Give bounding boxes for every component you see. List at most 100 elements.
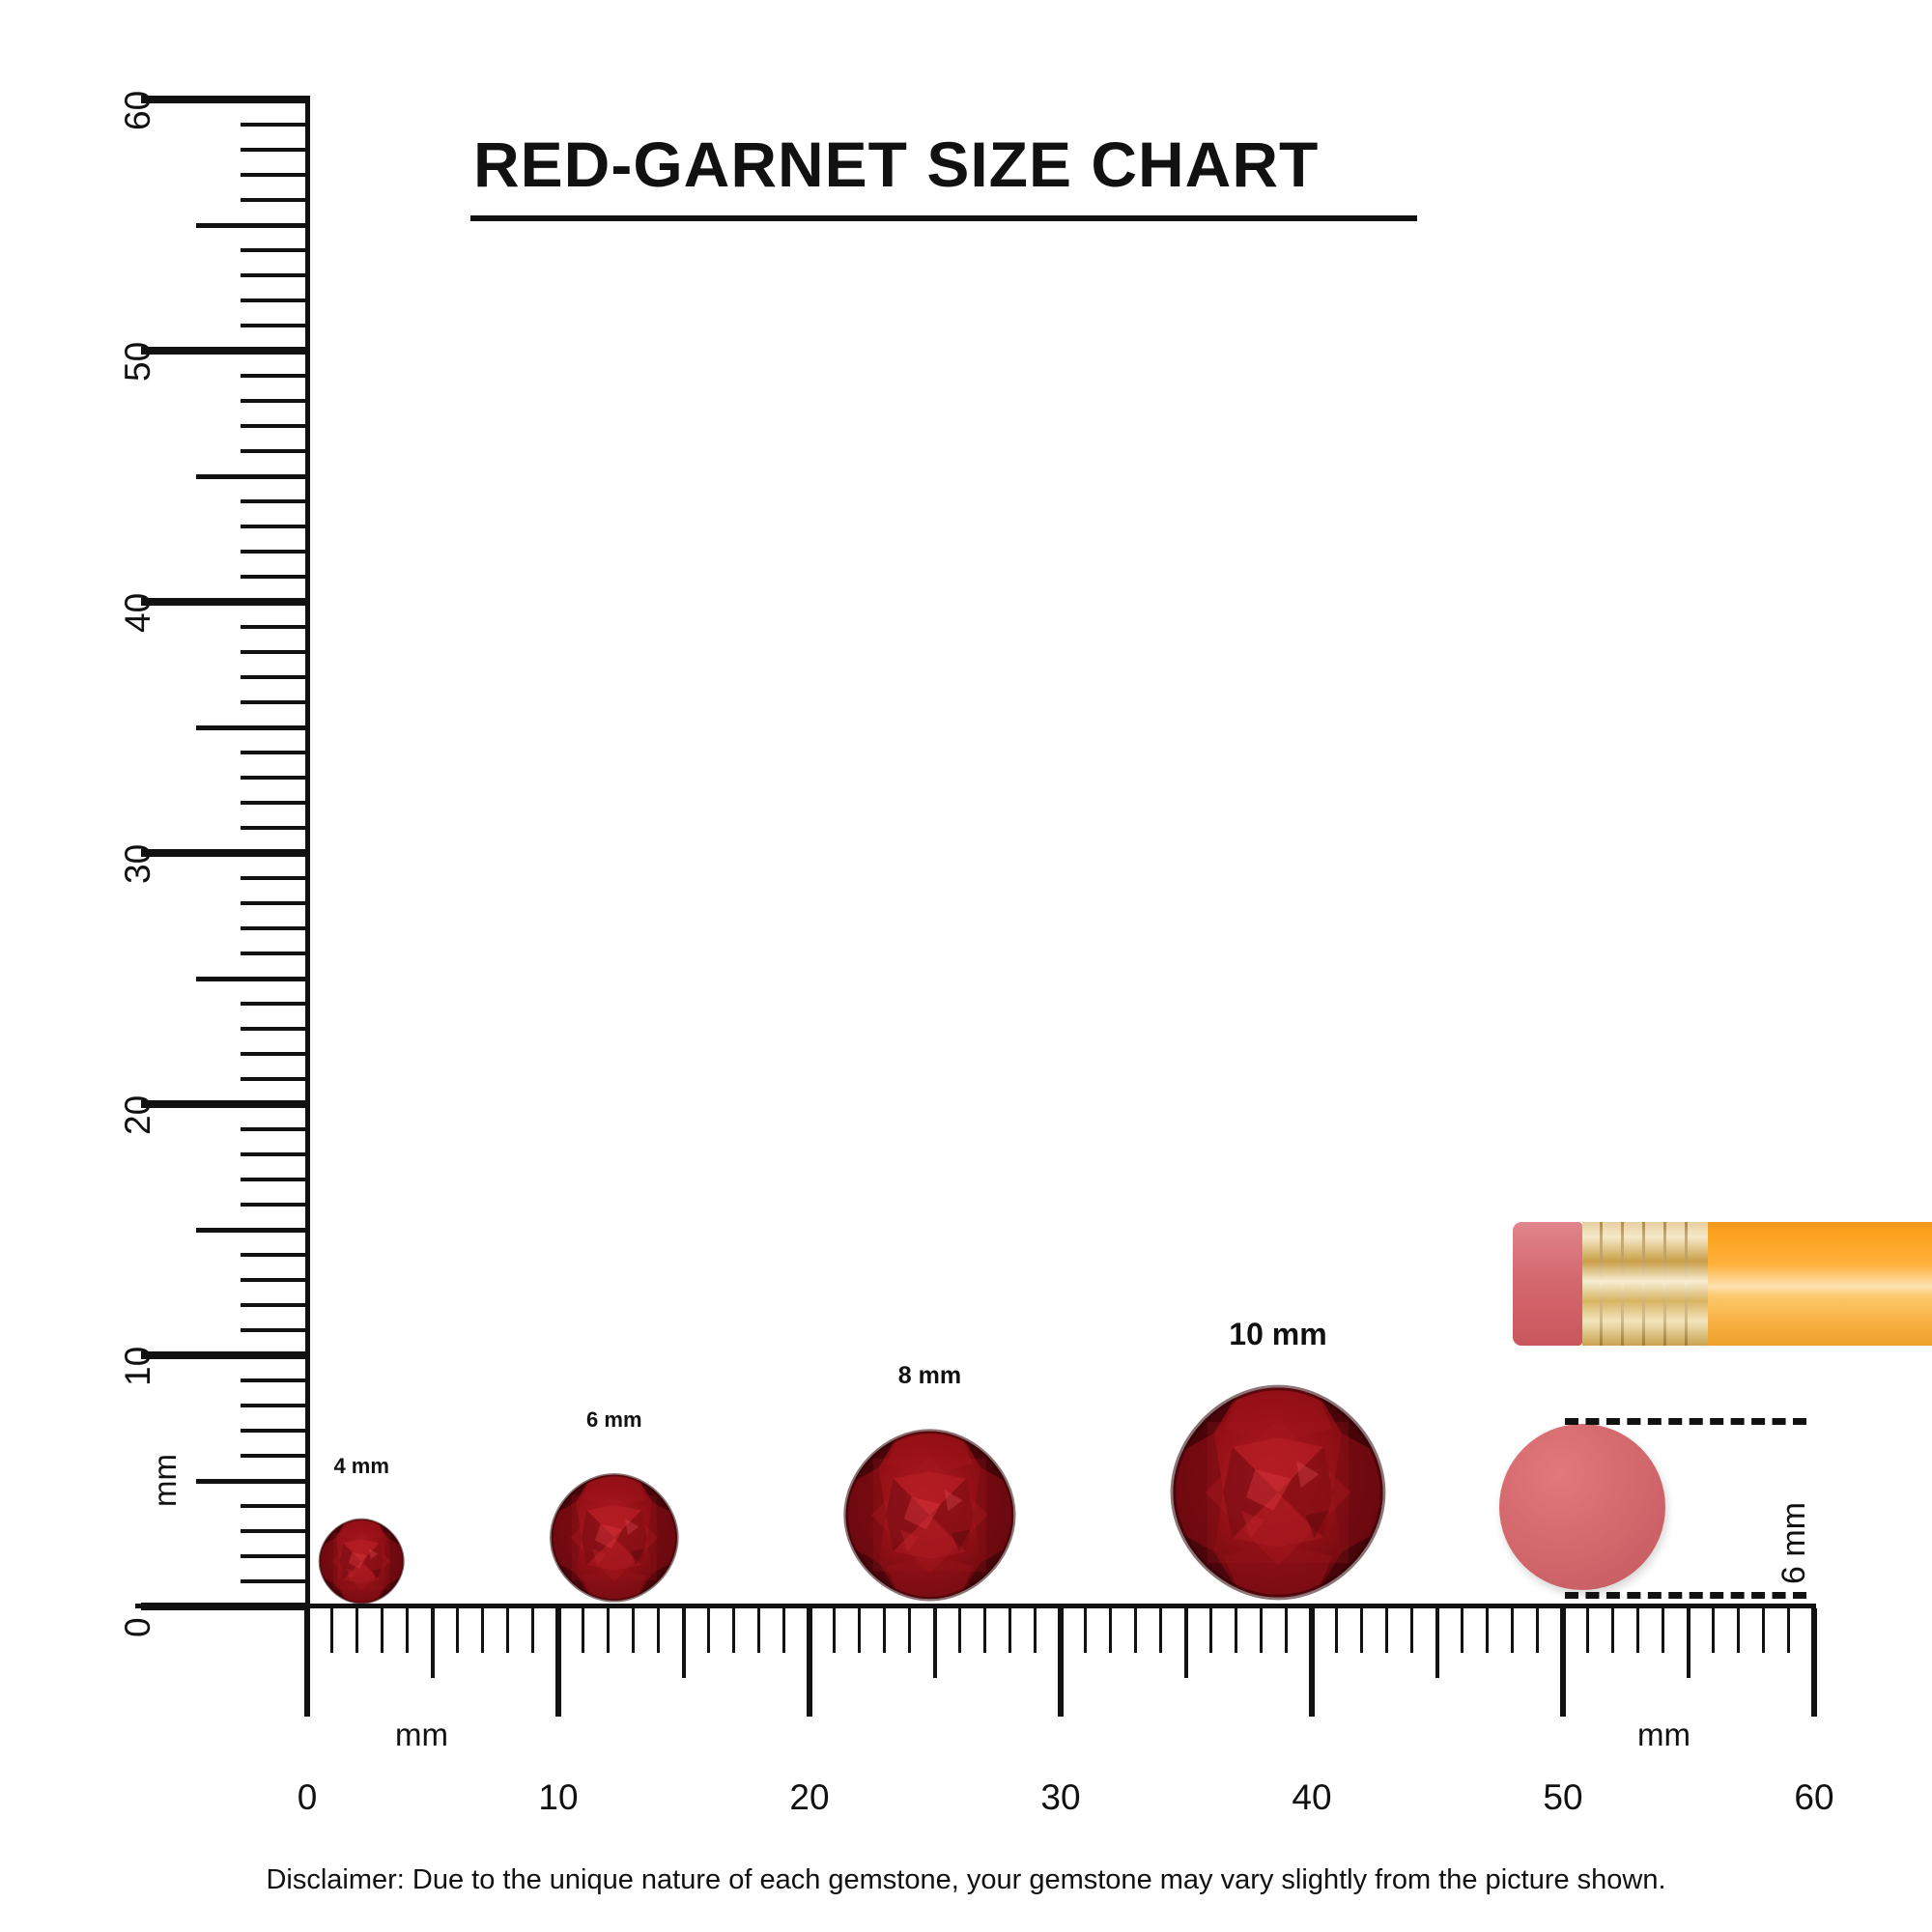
gemstone-label: 4 mm bbox=[333, 1453, 389, 1478]
hruler-tick-0 bbox=[304, 1608, 310, 1717]
hruler-tick-19 bbox=[782, 1608, 785, 1653]
hruler-tick-26 bbox=[958, 1608, 961, 1653]
vruler-tick-38 bbox=[241, 650, 310, 654]
vruler-tick-22 bbox=[241, 1052, 310, 1056]
hruler-tick-29 bbox=[1034, 1608, 1037, 1653]
hruler-tick-22 bbox=[858, 1608, 861, 1653]
vruler-tick-6 bbox=[241, 1454, 310, 1458]
title-underline bbox=[470, 215, 1417, 221]
hruler-tick-17 bbox=[732, 1608, 735, 1653]
hruler-tick-38 bbox=[1260, 1608, 1263, 1653]
eraser-dimension-label: 6 mm bbox=[1776, 1502, 1812, 1584]
vruler-tick-29 bbox=[241, 876, 310, 880]
hruler-tick-10 bbox=[555, 1608, 561, 1717]
hruler-tick-21 bbox=[833, 1608, 836, 1653]
hruler-tick-57 bbox=[1737, 1608, 1740, 1653]
vruler-tick-27 bbox=[241, 926, 310, 930]
vruler-tick-15 bbox=[196, 1227, 310, 1233]
hruler-tick-45 bbox=[1435, 1608, 1439, 1678]
vruler-tick-33 bbox=[241, 776, 310, 780]
vruler-tick-14 bbox=[241, 1253, 310, 1257]
hruler-tick-20 bbox=[807, 1608, 812, 1717]
vruler-tick-56 bbox=[241, 198, 310, 202]
hruler-tick-58 bbox=[1762, 1608, 1765, 1653]
eraser-dimension-bottom-line bbox=[1565, 1592, 1806, 1599]
hruler-tick-33 bbox=[1134, 1608, 1137, 1653]
hruler-tick-56 bbox=[1712, 1608, 1715, 1653]
hruler-label-40: 40 bbox=[1292, 1777, 1332, 1817]
vruler-tick-45 bbox=[196, 473, 310, 479]
hruler-label-10: 10 bbox=[538, 1777, 579, 1817]
vruler-tick-57 bbox=[241, 173, 310, 177]
hruler-tick-15 bbox=[682, 1608, 686, 1678]
vruler-tick-2 bbox=[241, 1554, 310, 1558]
hruler-tick-47 bbox=[1486, 1608, 1489, 1653]
pencil-ferrule bbox=[1582, 1222, 1708, 1346]
gemstone-item[interactable]: 6 mm bbox=[546, 1402, 683, 1606]
vruler-tick-46 bbox=[241, 449, 310, 453]
vruler-tick-19 bbox=[241, 1127, 310, 1131]
hruler-tick-39 bbox=[1285, 1608, 1288, 1653]
vruler-tick-25 bbox=[196, 976, 310, 981]
vruler-tick-20 bbox=[141, 1100, 310, 1108]
hruler-tick-5 bbox=[431, 1608, 435, 1678]
vruler-tick-36 bbox=[241, 700, 310, 704]
vruler-tick-39 bbox=[241, 625, 310, 629]
hruler-tick-41 bbox=[1335, 1608, 1338, 1653]
page-title: RED-GARNET SIZE CHART bbox=[473, 128, 1320, 200]
hruler-tick-51 bbox=[1586, 1608, 1589, 1653]
hruler-tick-12 bbox=[607, 1608, 610, 1653]
gemstone-item[interactable]: 4 mm bbox=[316, 1448, 407, 1606]
gemstone-cushion-icon bbox=[316, 1516, 407, 1606]
vruler-tick-30 bbox=[141, 849, 310, 857]
vruler-tick-31 bbox=[241, 826, 310, 830]
vruler-tick-11 bbox=[241, 1328, 310, 1332]
hruler-tick-11 bbox=[582, 1608, 584, 1653]
hruler-tick-6 bbox=[456, 1608, 459, 1653]
pencil-eraser bbox=[1513, 1222, 1582, 1346]
hruler-tick-8 bbox=[506, 1608, 509, 1653]
hruler-tick-43 bbox=[1385, 1608, 1388, 1653]
vruler-tick-4 bbox=[241, 1504, 310, 1508]
hruler-tick-55 bbox=[1687, 1608, 1690, 1678]
hruler-label-30: 30 bbox=[1040, 1777, 1081, 1817]
hruler-tick-2 bbox=[355, 1608, 358, 1653]
hruler-tick-14 bbox=[657, 1608, 660, 1653]
vruler-tick-10 bbox=[141, 1351, 310, 1359]
vruler-tick-54 bbox=[241, 248, 310, 252]
hruler-tick-52 bbox=[1611, 1608, 1614, 1653]
vruler-tick-47 bbox=[241, 424, 310, 428]
vruler-tick-34 bbox=[241, 751, 310, 754]
hruler-tick-16 bbox=[707, 1608, 710, 1653]
hruler-tick-4 bbox=[406, 1608, 409, 1653]
hruler-label-20: 20 bbox=[789, 1777, 830, 1817]
vruler-tick-8 bbox=[241, 1404, 310, 1407]
vruler-tick-44 bbox=[241, 499, 310, 503]
hruler-tick-48 bbox=[1511, 1608, 1514, 1653]
hruler-label-60: 60 bbox=[1794, 1777, 1834, 1817]
gemstone-item[interactable]: 10 mm bbox=[1164, 1311, 1392, 1606]
hruler-tick-18 bbox=[757, 1608, 760, 1653]
vruler-tick-12 bbox=[241, 1303, 310, 1307]
vruler-tick-49 bbox=[241, 374, 310, 378]
vruler-tick-48 bbox=[241, 399, 310, 403]
vruler-tick-41 bbox=[241, 575, 310, 579]
hruler-tick-7 bbox=[481, 1608, 484, 1653]
disclaimer-text: Disclaimer: Due to the unique nature of … bbox=[266, 1864, 1666, 1895]
vruler-tick-40 bbox=[141, 598, 310, 606]
gemstone-cushion-icon bbox=[1164, 1378, 1392, 1606]
hruler-tick-42 bbox=[1360, 1608, 1363, 1653]
gemstone-item[interactable]: 8 mm bbox=[838, 1356, 1021, 1606]
hruler-tick-31 bbox=[1084, 1608, 1087, 1653]
hruler-tick-40 bbox=[1309, 1608, 1315, 1717]
hruler-tick-36 bbox=[1209, 1608, 1212, 1653]
vruler-tick-55 bbox=[196, 222, 310, 228]
hruler-unit-label-left: mm bbox=[395, 1717, 448, 1752]
hruler-tick-13 bbox=[632, 1608, 635, 1653]
hruler-tick-49 bbox=[1536, 1608, 1539, 1653]
vruler-tick-32 bbox=[241, 801, 310, 805]
pencil-body bbox=[1708, 1222, 1932, 1346]
vruler-tick-7 bbox=[241, 1429, 310, 1433]
hruler-tick-9 bbox=[531, 1608, 534, 1653]
